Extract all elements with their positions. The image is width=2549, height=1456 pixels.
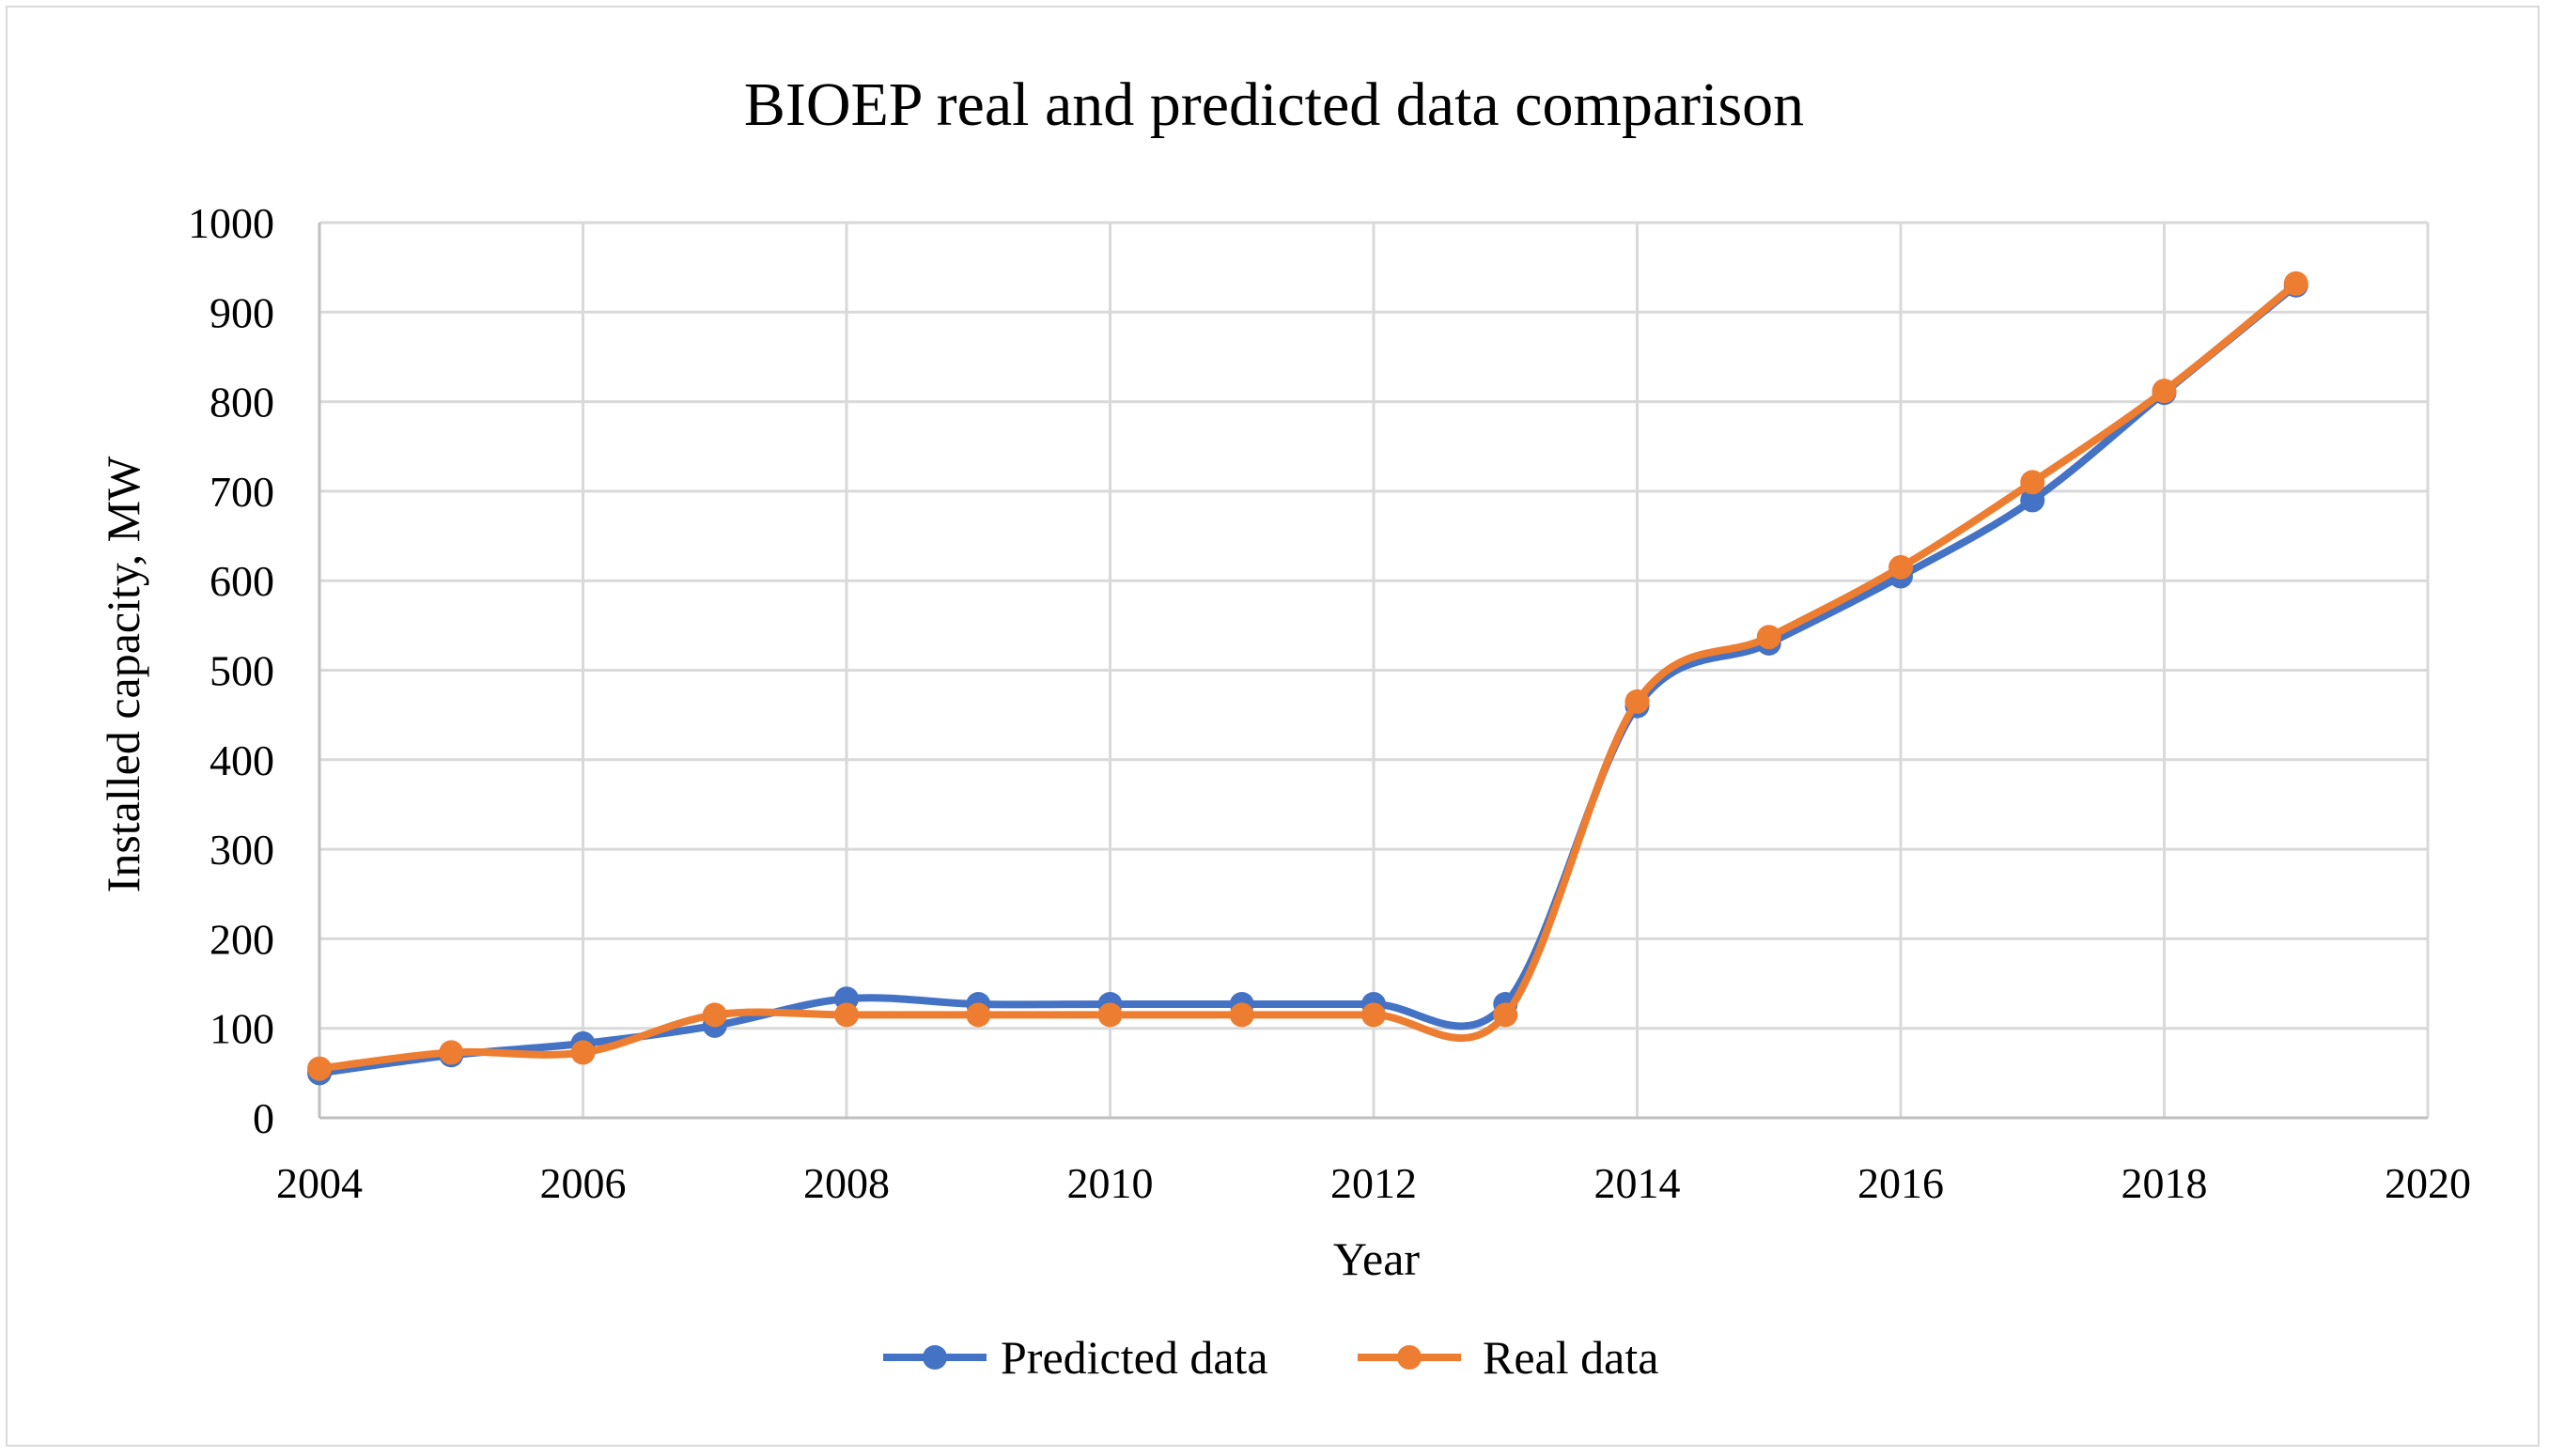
x-tick-label: 2014 bbox=[1594, 1159, 1681, 1207]
data-point bbox=[2020, 488, 2045, 513]
x-tick-label: 2016 bbox=[1857, 1159, 1944, 1207]
data-point bbox=[966, 1002, 991, 1028]
y-tick-label: 900 bbox=[210, 288, 274, 336]
chart-frame bbox=[6, 6, 2540, 1447]
y-axis-title: Installed capacity, MW bbox=[97, 456, 149, 892]
legend-item: Real data bbox=[1358, 1331, 1658, 1384]
grid bbox=[319, 221, 2430, 1118]
x-tick-label: 2020 bbox=[2385, 1159, 2471, 1207]
data-point bbox=[307, 1056, 332, 1081]
x-tick-label: 2008 bbox=[803, 1159, 890, 1207]
data-point bbox=[2020, 470, 2045, 495]
x-tick-label: 2018 bbox=[2122, 1159, 2208, 1207]
data-point bbox=[834, 1002, 859, 1028]
y-tick-label: 1000 bbox=[188, 199, 274, 247]
series-layer bbox=[307, 271, 2308, 1086]
data-point bbox=[1361, 1002, 1386, 1028]
legend-label: Predicted data bbox=[1001, 1331, 1268, 1384]
legend-label: Real data bbox=[1483, 1331, 1658, 1384]
x-tick-label: 2006 bbox=[540, 1159, 627, 1207]
y-tick-label: 700 bbox=[210, 468, 274, 516]
x-tick-label: 2010 bbox=[1067, 1159, 1154, 1207]
data-point bbox=[1097, 1002, 1123, 1028]
series-line bbox=[316, 281, 2300, 1077]
data-point bbox=[1756, 625, 1781, 650]
y-tick-label: 300 bbox=[210, 826, 274, 874]
data-point bbox=[2152, 379, 2177, 404]
x-tick-label: 2012 bbox=[1330, 1159, 1417, 1207]
x-tick-label: 2004 bbox=[276, 1159, 363, 1207]
data-point bbox=[1624, 689, 1650, 714]
y-tick-label: 800 bbox=[210, 379, 274, 426]
y-tick-label: 100 bbox=[210, 1005, 274, 1053]
data-point bbox=[702, 1002, 727, 1028]
series-predicted-data bbox=[307, 272, 2308, 1086]
axes: 2004 2006 2008 2010 2012 2014 2016 2018 2020 0 100… bbox=[188, 199, 2471, 1207]
chart-title: BIOEP real and predicted data comparison bbox=[744, 70, 1804, 139]
data-point bbox=[439, 1040, 464, 1065]
legend: Predicted data Real data bbox=[883, 1331, 1658, 1384]
data-point bbox=[570, 1040, 596, 1065]
data-point bbox=[1493, 1002, 1518, 1028]
y-tick-label: 600 bbox=[210, 557, 274, 605]
y-tick-label: 200 bbox=[210, 915, 274, 963]
legend-swatch-marker bbox=[1397, 1345, 1422, 1370]
data-point bbox=[1888, 554, 1913, 580]
y-tick-label: 400 bbox=[210, 736, 274, 784]
legend-swatch-marker bbox=[923, 1345, 947, 1370]
series-real-data bbox=[307, 271, 2308, 1081]
data-point bbox=[2283, 271, 2308, 296]
x-axis-title: Year bbox=[1333, 1232, 1420, 1285]
data-point bbox=[1229, 1002, 1254, 1028]
y-tick-label: 500 bbox=[210, 647, 274, 695]
y-tick-label: 0 bbox=[253, 1094, 274, 1142]
legend-item: Predicted data bbox=[883, 1331, 1268, 1384]
